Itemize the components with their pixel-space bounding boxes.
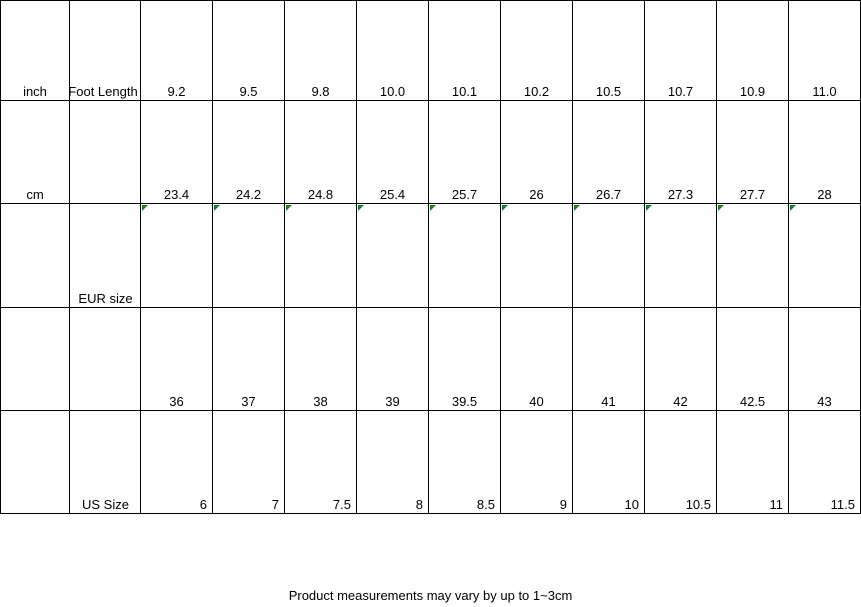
cell-cm-9: 27.7 (716, 100, 789, 204)
row-label-eur-size: EUR size (69, 203, 141, 308)
cell-eur-10: 43 (788, 307, 861, 411)
row-unit-cm: cm (0, 100, 70, 204)
cell-us-4: 8 (356, 410, 429, 514)
cell-eur-4: 39 (356, 307, 429, 411)
cell-cm-6: 26 (500, 100, 573, 204)
cell-cm-10: 28 (788, 100, 861, 204)
cell-eur-1: 36 (140, 307, 213, 411)
cell-eur-2: 37 (212, 307, 285, 411)
cell-inch-9: 10.9 (716, 0, 789, 101)
cell-us-8: 10.5 (644, 410, 717, 514)
row-unit-empty-us (0, 410, 70, 514)
cell-us-3: 7.5 (284, 410, 357, 514)
cell-eur-blank-6 (500, 203, 573, 308)
cell-eur-blank-9 (716, 203, 789, 308)
cell-inch-2: 9.5 (212, 0, 285, 101)
cell-inch-3: 9.8 (284, 0, 357, 101)
measurement-disclaimer: Product measurements may vary by up to 1… (288, 588, 573, 603)
cell-us-5: 8.5 (428, 410, 501, 514)
cell-inch-1: 9.2 (140, 0, 213, 101)
cell-inch-7: 10.5 (572, 0, 645, 101)
cell-inch-8: 10.7 (644, 0, 717, 101)
row-unit-empty-eur (0, 203, 70, 308)
table-row: EUR size (0, 203, 861, 308)
cell-eur-blank-1 (140, 203, 213, 308)
row-label-text: EUR size (78, 292, 133, 307)
cell-eur-9: 42.5 (716, 307, 789, 411)
cell-us-2: 7 (212, 410, 285, 514)
row-label-text: Foot Length (70, 85, 138, 100)
row-unit-empty-eur-values (0, 307, 70, 411)
cell-cm-8: 27.3 (644, 100, 717, 204)
cell-cm-7: 26.7 (572, 100, 645, 204)
cell-inch-6: 10.2 (500, 0, 573, 101)
size-chart-table: inch Foot Length 9.2 9.5 9.8 10.0 10.1 1… (0, 0, 861, 514)
cell-inch-5: 10.1 (428, 0, 501, 101)
cell-eur-blank-4 (356, 203, 429, 308)
table-row: US Size 6 7 7.5 8 8.5 9 10 10.5 11 11.5 (0, 410, 861, 514)
table-row: inch Foot Length 9.2 9.5 9.8 10.0 10.1 1… (0, 0, 861, 101)
row-label-us-size: US Size (69, 410, 141, 514)
cell-eur-8: 42 (644, 307, 717, 411)
cell-cm-5: 25.7 (428, 100, 501, 204)
cell-inch-4: 10.0 (356, 0, 429, 101)
cell-cm-3: 24.8 (284, 100, 357, 204)
cell-eur-3: 38 (284, 307, 357, 411)
cell-eur-blank-10 (788, 203, 861, 308)
row-unit-inch: inch (0, 0, 70, 101)
cell-us-10: 11.5 (788, 410, 861, 514)
cell-eur-blank-5 (428, 203, 501, 308)
size-chart-container: inch Foot Length 9.2 9.5 9.8 10.0 10.1 1… (0, 0, 861, 514)
row-label-foot-length: Foot Length (69, 0, 141, 101)
cell-inch-10: 11.0 (788, 0, 861, 101)
cell-eur-blank-8 (644, 203, 717, 308)
cell-cm-4: 25.4 (356, 100, 429, 204)
row-label-text: US Size (82, 498, 129, 513)
size-chart-body: inch Foot Length 9.2 9.5 9.8 10.0 10.1 1… (0, 0, 861, 514)
cell-eur-7: 41 (572, 307, 645, 411)
cell-us-1: 6 (140, 410, 213, 514)
cell-us-7: 10 (572, 410, 645, 514)
row-label-empty-cm (69, 100, 141, 204)
cell-us-9: 11 (716, 410, 789, 514)
cell-eur-blank-7 (572, 203, 645, 308)
cell-eur-6: 40 (500, 307, 573, 411)
row-label-empty-eur-values (69, 307, 141, 411)
cell-eur-blank-3 (284, 203, 357, 308)
cell-cm-2: 24.2 (212, 100, 285, 204)
cell-us-6: 9 (500, 410, 573, 514)
cell-eur-blank-2 (212, 203, 285, 308)
table-row: cm 23.4 24.2 24.8 25.4 25.7 26 26.7 27.3… (0, 100, 861, 204)
table-row: 36 37 38 39 39.5 40 41 42 42.5 43 (0, 307, 861, 411)
cell-eur-5: 39.5 (428, 307, 501, 411)
cell-cm-1: 23.4 (140, 100, 213, 204)
